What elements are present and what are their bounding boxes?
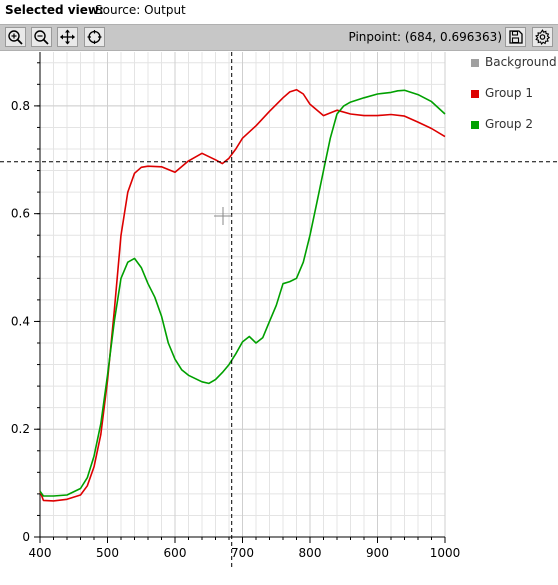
x-tick-label: 500 [96, 546, 119, 560]
save-button[interactable] [505, 27, 526, 47]
zoom-out-button[interactable] [31, 27, 52, 47]
reset-view-button[interactable] [84, 27, 105, 47]
legend-label: Background [485, 55, 557, 69]
plot-area[interactable]: 400 500 600 700 800 900 1000 0 0.2 0.4 0.6 0.8 [0, 50, 558, 581]
x-tick-label: 900 [366, 546, 389, 560]
y-tick-label: 0.8 [11, 99, 30, 113]
y-tick-label: 0.6 [11, 207, 30, 221]
pan-button[interactable] [57, 27, 78, 47]
pinpoint-readout: Pinpoint: (684, 0.696363) [348, 30, 502, 44]
legend-swatch [471, 90, 479, 98]
zoom-in-button[interactable] [5, 27, 26, 47]
selected-view-label: Selected view: [5, 3, 104, 17]
zoom-out-icon [34, 30, 49, 45]
crosshair-target-icon [87, 30, 102, 44]
move-arrows-icon [60, 29, 75, 45]
legend-swatch [471, 121, 479, 129]
legend-swatch [471, 59, 479, 67]
gear-icon [535, 29, 551, 45]
save-icon [509, 30, 523, 44]
plot-toolbar: Pinpoint: (684, 0.696363) [0, 24, 558, 51]
x-tick-label: 800 [299, 546, 322, 560]
legend-label: Group 2 [485, 117, 533, 131]
selected-view-value: Source: Output [95, 3, 186, 17]
legend-label: Group 1 [485, 86, 533, 100]
y-tick-label: 0.2 [11, 422, 30, 436]
x-tick-label: 400 [29, 546, 52, 560]
y-tick-label: 0.4 [11, 314, 30, 328]
y-tick-label: 0 [22, 530, 30, 544]
x-tick-label: 700 [231, 546, 254, 560]
zoom-in-icon [8, 30, 23, 45]
x-tick-label: 1000 [430, 546, 461, 560]
settings-button[interactable] [532, 27, 553, 47]
x-tick-label: 600 [164, 546, 187, 560]
series-line-group-1 [39, 88, 446, 502]
line-chart[interactable]: 400 500 600 700 800 900 1000 0 0.2 0.4 0.6 0.8 [0, 50, 558, 581]
selected-view-bar: Selected view: Source: Output [0, 0, 558, 22]
series-line-group-2 [39, 89, 446, 497]
